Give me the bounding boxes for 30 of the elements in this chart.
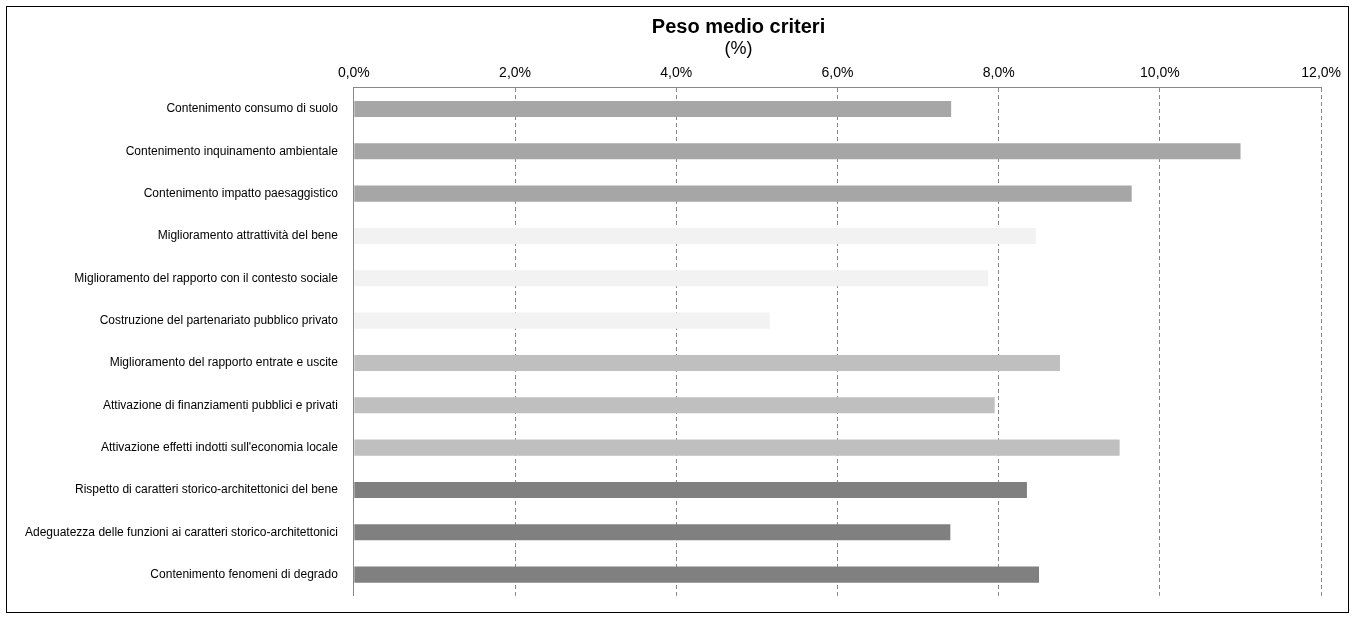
- y-tick-label: Rispetto di caratteri storico-architettonici del bene: [75, 482, 339, 497]
- bar: [354, 143, 1241, 160]
- bar: [354, 227, 1036, 245]
- bar: [354, 354, 1060, 372]
- x-tick-label: 8,0%: [982, 64, 1015, 81]
- y-tick-label: Contenimento fenomeni di degrado: [150, 566, 339, 581]
- y-tick-label: Contenimento consumo di suolo: [166, 101, 339, 116]
- bar: [354, 397, 995, 414]
- y-tick-label: Attivazione di finanziamenti pubblici e privati: [103, 397, 338, 412]
- bar: [354, 312, 770, 329]
- y-tick-label: Contenimento inquinamento ambientale: [125, 143, 339, 158]
- chart-title: Peso medio criteri: [650, 15, 827, 38]
- x-tick-label: 4,0%: [660, 64, 693, 81]
- y-tick-label: Miglioramento del rapporto entrate e uscite: [109, 355, 339, 370]
- x-tick-label: 12,0%: [1301, 64, 1341, 81]
- bar: [354, 270, 989, 287]
- bar: [354, 439, 1120, 456]
- y-tick-label: Miglioramento attrattività del bene: [157, 228, 339, 243]
- x-tick-label: 0,0%: [337, 64, 370, 81]
- bar: [354, 100, 952, 118]
- y-tick-label: Contenimento impatto paesaggistico: [143, 185, 339, 200]
- x-tick-label: 2,0%: [499, 64, 532, 81]
- x-tick-label: 6,0%: [821, 64, 854, 81]
- y-tick-label: Costruzione del partenariato pubblico privato: [99, 312, 339, 327]
- y-tick-label: Miglioramento del rapporto con il contesto sociale: [74, 270, 339, 285]
- y-tick-label: Attivazione effetti indotti sull'economia locale: [100, 439, 339, 454]
- y-tick-label: Adeguatezza delle funzioni ai caratteri storico-architettonici: [24, 524, 338, 539]
- chart-subtitle: (%): [723, 38, 754, 59]
- bar: [354, 185, 1132, 202]
- x-tick-label: 10,0%: [1140, 64, 1180, 81]
